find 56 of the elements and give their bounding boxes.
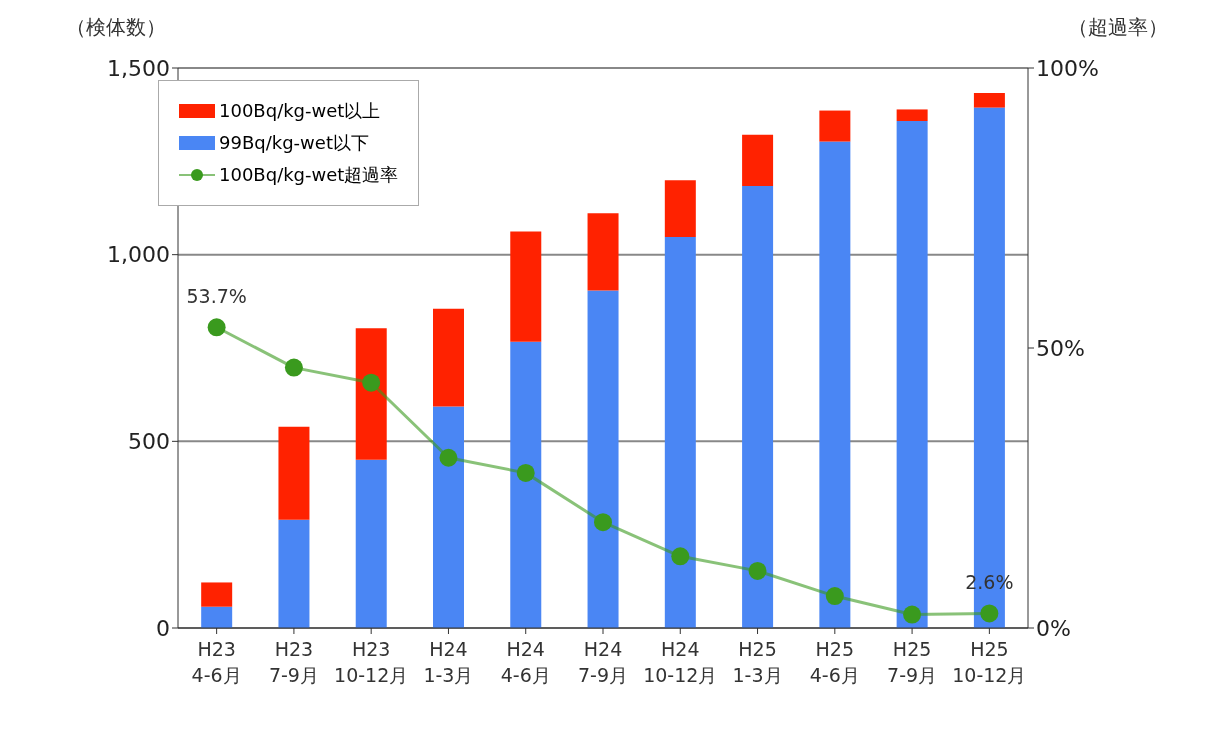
bar [819, 110, 851, 142]
x-tick-label: H25 4-6月 [809, 638, 860, 686]
x-tick-label: H23 7-9月 [268, 638, 319, 686]
y2-axis-title: （超過率） [1068, 14, 1168, 41]
point [980, 604, 999, 623]
y2-tick-label: 0% [1036, 615, 1071, 641]
bar [201, 582, 233, 607]
point [439, 448, 458, 467]
y-tick-label: 1,500 [107, 55, 170, 81]
y2-tick-label: 100% [1036, 55, 1099, 81]
bar [664, 180, 696, 238]
legend-label: 99Bq/kg-wet以下 [219, 131, 369, 155]
bar [510, 231, 542, 342]
bar [510, 341, 542, 628]
bar [278, 519, 310, 628]
x-tick-label: H24 1-3月 [423, 638, 474, 686]
x-tick-label: H23 10-12月 [334, 638, 409, 686]
y-tick-label: 500 [128, 429, 170, 455]
x-tick-label: H24 10-12月 [643, 638, 718, 686]
bar [433, 406, 464, 628]
x-tick-label: H23 4-6月 [191, 638, 242, 686]
y-axis-title: （検体数） [66, 14, 166, 41]
data-label: 53.7% [186, 285, 247, 308]
bar [355, 328, 387, 460]
y-tick-label: 1,000 [107, 242, 170, 268]
legend-label: 100Bq/kg-wet超過率 [219, 163, 399, 187]
point [903, 605, 922, 624]
bar [896, 109, 928, 122]
bar [587, 290, 619, 628]
point [748, 561, 767, 580]
y2-tick-label: 50% [1036, 335, 1085, 361]
x-tick-label: H25 1-3月 [732, 638, 783, 686]
bar [664, 237, 696, 628]
bar [896, 121, 928, 628]
x-tick-label: H25 7-9月 [887, 638, 938, 686]
bar [278, 426, 310, 520]
bar [355, 459, 387, 628]
point [594, 513, 612, 532]
point [284, 358, 303, 377]
legend-label: 100Bq/kg-wet以上 [219, 99, 381, 123]
x-tick-label: H24 7-9月 [577, 638, 629, 686]
bar [742, 185, 774, 628]
point [671, 547, 690, 566]
x-tick-label: H24 4-6月 [500, 638, 551, 686]
bar [433, 308, 464, 407]
point [362, 373, 381, 392]
bar [201, 606, 233, 628]
bar [973, 93, 1005, 108]
bar [819, 141, 851, 628]
point [825, 587, 844, 606]
bar [587, 213, 619, 291]
point [516, 463, 535, 482]
point [207, 318, 226, 337]
x-tick-label: H25 10-12月 [952, 638, 1027, 686]
y-tick-label: 0 [156, 615, 170, 641]
bar [742, 134, 774, 186]
